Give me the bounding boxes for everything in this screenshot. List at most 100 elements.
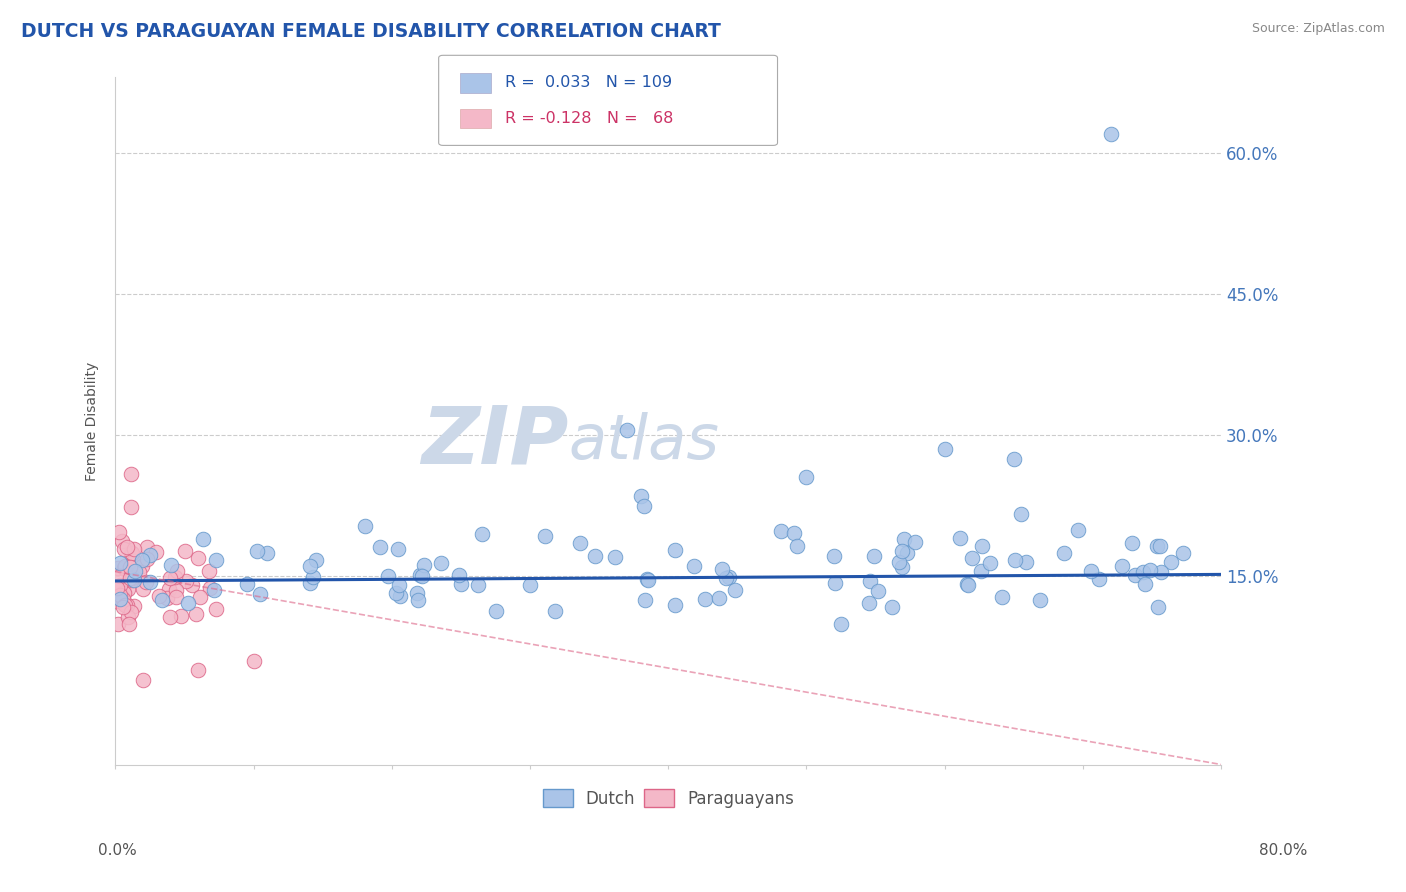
- Point: [1099, 127, 1122, 141]
- Point: [859, 574, 882, 588]
- Point: [1088, 572, 1111, 586]
- Point: [249, 587, 271, 601]
- Point: [121, 546, 143, 560]
- Point: [121, 546, 143, 560]
- Point: [904, 535, 927, 549]
- Point: [112, 591, 135, 606]
- Point: [112, 542, 135, 557]
- Point: [184, 607, 207, 622]
- Point: [198, 581, 221, 595]
- Point: [170, 609, 193, 624]
- Point: [714, 571, 737, 585]
- Point: [174, 544, 197, 558]
- Point: [858, 596, 880, 610]
- Point: [112, 585, 135, 599]
- Point: [115, 540, 138, 554]
- Point: [299, 576, 322, 591]
- Point: [1123, 567, 1146, 582]
- Point: [150, 593, 173, 607]
- Point: [430, 557, 453, 571]
- Point: [256, 546, 278, 560]
- Point: [165, 583, 187, 598]
- Point: [1052, 545, 1074, 559]
- Point: [302, 570, 325, 584]
- Point: [544, 604, 567, 618]
- Point: [181, 578, 204, 592]
- Point: [450, 576, 472, 591]
- Point: [568, 536, 591, 550]
- Point: [205, 602, 228, 616]
- Point: [633, 499, 655, 513]
- Point: [630, 489, 652, 503]
- Point: [960, 550, 983, 565]
- Text: R =  0.033   N = 109: R = 0.033 N = 109: [505, 76, 672, 90]
- Point: [711, 562, 734, 576]
- Point: [242, 654, 264, 668]
- Point: [246, 543, 269, 558]
- Point: [368, 541, 391, 555]
- Point: [111, 533, 134, 548]
- Point: [121, 606, 143, 620]
- Point: [115, 598, 138, 612]
- Point: [114, 598, 136, 612]
- Point: [114, 558, 136, 573]
- Point: [862, 549, 884, 563]
- Point: [707, 591, 730, 605]
- Point: [519, 578, 541, 592]
- Point: [1139, 563, 1161, 577]
- Point: [112, 561, 135, 575]
- Point: [830, 617, 852, 632]
- Point: [972, 539, 994, 553]
- Point: [132, 673, 155, 687]
- Text: atlas: atlas: [568, 411, 720, 472]
- Point: [413, 558, 436, 572]
- Point: [485, 604, 508, 618]
- Point: [1133, 576, 1156, 591]
- Point: [695, 592, 717, 607]
- Point: [664, 543, 686, 558]
- Point: [187, 664, 209, 678]
- Point: [783, 525, 806, 540]
- Text: Source: ZipAtlas.com: Source: ZipAtlas.com: [1251, 22, 1385, 36]
- Point: [188, 591, 211, 605]
- Point: [634, 593, 657, 607]
- Point: [405, 585, 427, 599]
- Point: [1121, 536, 1143, 550]
- Point: [388, 578, 411, 592]
- Point: [796, 470, 818, 484]
- Point: [177, 597, 200, 611]
- Text: 80.0%: 80.0%: [1260, 843, 1308, 858]
- Point: [664, 598, 686, 612]
- Point: [139, 575, 162, 590]
- Point: [108, 588, 131, 602]
- Point: [605, 549, 627, 564]
- Point: [979, 556, 1001, 570]
- Point: [1080, 564, 1102, 578]
- Point: [949, 532, 972, 546]
- Point: [110, 595, 132, 609]
- Point: [408, 567, 430, 582]
- Point: [411, 568, 433, 582]
- Point: [132, 582, 155, 596]
- Point: [139, 548, 162, 562]
- Point: [824, 575, 846, 590]
- Point: [159, 558, 181, 572]
- Point: [118, 616, 141, 631]
- Point: [387, 541, 409, 556]
- Point: [145, 544, 167, 558]
- Text: ZIP: ZIP: [422, 402, 568, 481]
- Point: [122, 570, 145, 584]
- Point: [533, 528, 555, 542]
- Point: [120, 500, 142, 515]
- Point: [198, 564, 221, 578]
- Point: [187, 551, 209, 566]
- Point: [882, 599, 904, 614]
- Point: [769, 524, 792, 538]
- Point: [156, 591, 179, 606]
- Point: [112, 597, 135, 611]
- Point: [616, 423, 638, 437]
- Point: [112, 586, 135, 600]
- Y-axis label: Female Disability: Female Disability: [86, 361, 100, 481]
- Point: [970, 564, 993, 578]
- Point: [467, 578, 489, 592]
